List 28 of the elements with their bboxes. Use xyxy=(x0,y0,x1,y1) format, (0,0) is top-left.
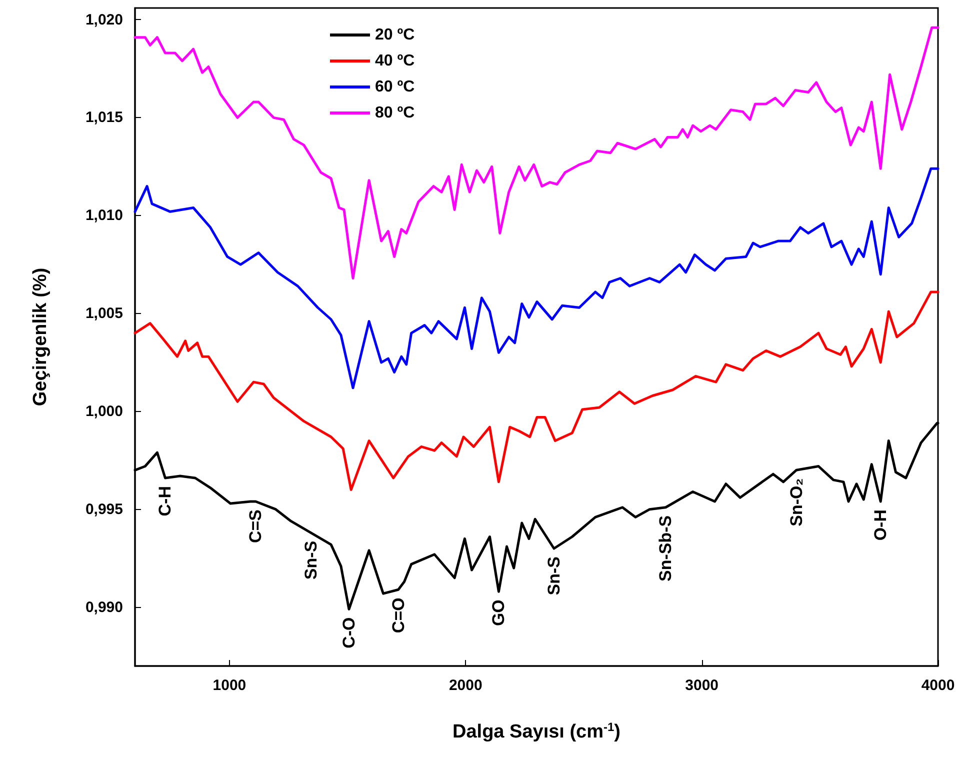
annotation: C-H xyxy=(156,486,175,516)
annotation: C=S xyxy=(246,510,266,544)
y-tick-label: 1,010 xyxy=(85,207,123,224)
annotation: Sn-S xyxy=(544,556,564,596)
legend-label: 80 ºC xyxy=(375,104,416,122)
x-tick-label: 1000 xyxy=(212,677,246,694)
legend-label: 20 ºC xyxy=(375,26,416,44)
annotation: O-H xyxy=(871,510,890,541)
y-tick-label: 1,015 xyxy=(85,109,123,126)
line-series xyxy=(134,167,940,390)
legend-label: 40 ºC xyxy=(375,52,416,70)
legend-label: 60 ºC xyxy=(375,78,416,96)
annotation: Sn-S xyxy=(301,540,320,580)
y-axis-title: Geçirgenlik (%) xyxy=(30,268,51,406)
annotation: Sn-Sb-S xyxy=(656,515,676,582)
y-tick-label: 1,005 xyxy=(85,305,123,322)
x-tick-label: 3000 xyxy=(685,677,719,694)
annotation: Sn-O₂ xyxy=(786,478,806,526)
y-tick-label: 0,990 xyxy=(85,598,123,616)
y-tick-label: 1,020 xyxy=(85,11,123,28)
y-tick-label: 1,000 xyxy=(85,402,123,420)
x-tick-label: 2000 xyxy=(448,677,482,694)
line-series xyxy=(134,26,940,280)
x-tick-label: 4000 xyxy=(921,677,955,694)
annotation: GO xyxy=(489,600,508,626)
y-tick-label: 0,995 xyxy=(85,500,123,518)
annotation: C=O xyxy=(388,598,408,634)
annotation: C-O xyxy=(339,617,358,648)
